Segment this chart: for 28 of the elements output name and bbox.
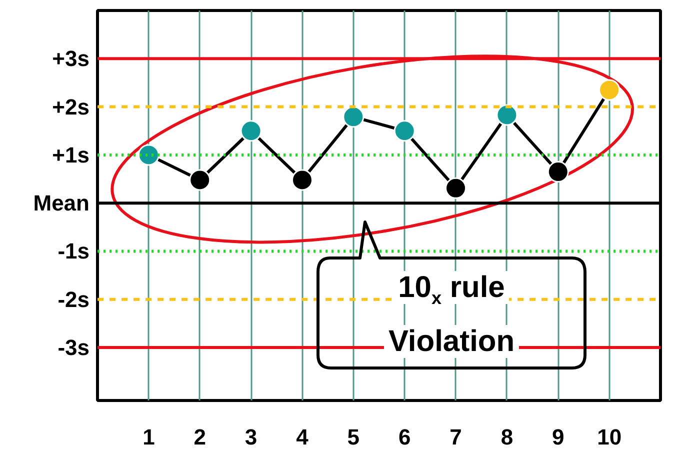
point bbox=[138, 144, 160, 166]
point bbox=[394, 120, 416, 142]
x-tick-label: 5 bbox=[347, 424, 360, 450]
point bbox=[598, 79, 620, 101]
point bbox=[342, 106, 364, 128]
point bbox=[291, 169, 313, 191]
y-tick-label: Mean bbox=[33, 190, 90, 216]
x-tick-label: 4 bbox=[296, 424, 310, 450]
x-tick-label: 8 bbox=[500, 424, 514, 450]
x-tick-label: 2 bbox=[194, 424, 206, 450]
y-tick-label: -3s bbox=[58, 335, 90, 360]
x-tick-label: 7 bbox=[450, 424, 462, 450]
point bbox=[547, 161, 569, 183]
x-tick-label: 10 bbox=[597, 424, 622, 450]
y-tick-label: +2s bbox=[52, 94, 90, 120]
x-tick-label: 6 bbox=[398, 424, 411, 450]
point bbox=[240, 120, 262, 142]
x-tick-label: 3 bbox=[244, 424, 258, 450]
y-tick-label: -2s bbox=[58, 286, 90, 312]
point bbox=[445, 177, 467, 199]
point bbox=[496, 104, 518, 126]
y-tick-label: -1s bbox=[58, 238, 90, 264]
y-tick-label: +1s bbox=[52, 142, 90, 168]
y-tick-label: +3s bbox=[52, 46, 90, 72]
point bbox=[189, 169, 211, 191]
annotation: 10$_{x}$ rule Violation bbox=[387, 271, 516, 358]
x-tick-label: 1 bbox=[142, 424, 155, 450]
x-tick-label: 9 bbox=[552, 424, 564, 450]
